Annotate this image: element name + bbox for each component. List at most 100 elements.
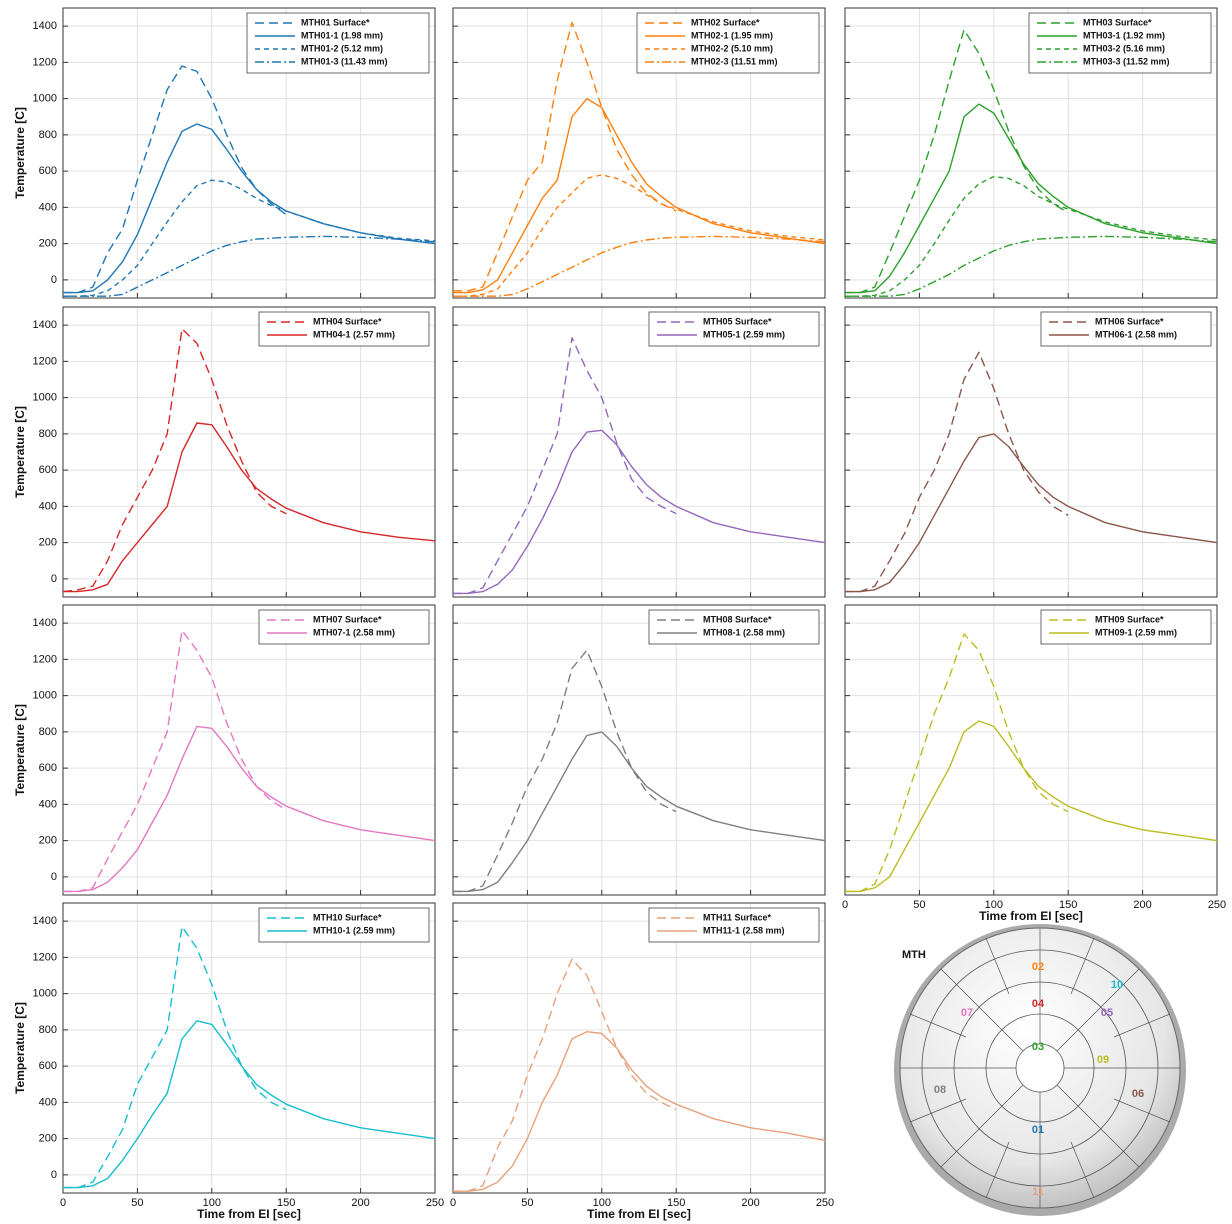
heatshield-diagram — [894, 924, 1186, 1216]
series-line — [845, 235, 1218, 297]
legend-label: MTH04 Surface* — [313, 316, 382, 326]
plot-area — [63, 307, 435, 597]
region-label: 01 — [1032, 1124, 1044, 1136]
y-tick-label: 1400 — [33, 915, 57, 927]
y-tick-label: 800 — [39, 428, 57, 440]
plot-area — [453, 307, 825, 597]
legend-label: MTH07-1 (2.58 mm) — [313, 627, 395, 637]
y-tick-label: 400 — [39, 500, 57, 512]
plot-frame — [452, 902, 826, 1194]
panel: MTH05 Surface* MTH05-1 (2.59 mm) — [452, 306, 826, 598]
series-line — [845, 351, 1069, 593]
region-label: 02 — [1032, 961, 1044, 973]
legend-label: MTH10 Surface* — [313, 912, 382, 922]
plot-frame — [452, 7, 826, 299]
y-tick-label: 1200 — [33, 355, 57, 367]
plot-frame — [62, 902, 436, 1194]
legend-box — [258, 311, 430, 347]
y-tick-label: 800 — [39, 726, 57, 738]
x-tick-label: 50 — [913, 899, 925, 911]
legend-label: MTH03-1 (1.92 mm) — [1083, 30, 1165, 40]
legend-label: MTH02 Surface* — [691, 17, 760, 27]
legend-label: MTH03 Surface* — [1083, 17, 1152, 27]
legend-box — [258, 907, 430, 943]
y-tick-label: 0 — [51, 1169, 57, 1181]
legend-box — [1040, 609, 1212, 645]
legend-label: MTH04-1 (2.57 mm) — [313, 329, 395, 339]
legend-label: MTH10-1 (2.59 mm) — [313, 925, 395, 935]
plot-frame — [452, 306, 826, 598]
y-tick-label: 0 — [51, 274, 57, 286]
legend-label: MTH11-1 (2.58 mm) — [703, 925, 785, 935]
y-tick-label: 400 — [39, 798, 57, 810]
legend-label: MTH03-3 (11.52 mm) — [1083, 56, 1170, 66]
legend-box — [258, 609, 430, 645]
series-line — [453, 649, 677, 893]
y-tick-label: 600 — [39, 1060, 57, 1072]
series-line — [63, 65, 287, 294]
legend-label: MTH09-1 (2.59 mm) — [1095, 627, 1177, 637]
y-tick-label: 1000 — [33, 392, 57, 404]
plot-area — [845, 605, 1217, 895]
plot-area — [453, 903, 825, 1193]
series-line — [453, 958, 677, 1192]
legend-label: MTH08-1 (2.58 mm) — [703, 627, 785, 637]
region-label: 04 — [1032, 998, 1045, 1010]
y-tick-label: 1400 — [33, 319, 57, 331]
plot-area — [63, 605, 435, 895]
plot-frame — [62, 7, 436, 299]
legend-label: MTH03-2 (5.16 mm) — [1083, 43, 1165, 53]
panel: 0 200 400 600 800 1000 1200 1400 Temperature [C]… — [13, 7, 436, 299]
x-tick-label: 0 — [450, 1197, 456, 1209]
y-axis-label: Temperature [C] — [13, 107, 27, 199]
x-axis-label: Time from EI [sec] — [197, 1207, 301, 1221]
y-tick-label: 200 — [39, 238, 57, 250]
series-line — [845, 175, 1218, 297]
y-tick-label: 800 — [39, 1024, 57, 1036]
y-tick-label: 1200 — [33, 951, 57, 963]
region-label: 05 — [1101, 1007, 1113, 1019]
series-line — [63, 925, 287, 1189]
legend-label: MTH11 Surface* — [703, 912, 772, 922]
legend-box — [648, 311, 820, 347]
legend-label: MTH01-1 (1.98 mm) — [301, 30, 383, 40]
legend-label: MTH02-1 (1.95 mm) — [691, 30, 773, 40]
y-tick-label: 1000 — [33, 93, 57, 105]
x-tick-label: 250 — [1208, 899, 1226, 911]
legend-label: MTH09 Surface* — [1095, 614, 1164, 624]
x-tick-label: 0 — [842, 899, 848, 911]
plot-frame — [844, 604, 1218, 896]
region-label: 06 — [1132, 1088, 1144, 1100]
legend-box — [648, 907, 820, 943]
x-tick-label: 200 — [741, 1197, 759, 1209]
legend-label: MTH02-3 (11.51 mm) — [691, 56, 778, 66]
x-tick-label: 0 — [60, 1197, 66, 1209]
series-line — [453, 21, 677, 292]
legend-label: MTH05 Surface* — [703, 316, 772, 326]
region-label: 07 — [961, 1007, 973, 1019]
panel: 0 200 400 600 800 1000 1200 1400 Temperature [C]… — [13, 604, 436, 896]
y-tick-label: 200 — [39, 835, 57, 847]
series-line — [63, 123, 436, 294]
plot-frame — [62, 604, 436, 896]
series-line — [845, 103, 1218, 294]
plot-area — [453, 605, 825, 895]
series-line — [63, 725, 436, 893]
legend-box — [1040, 311, 1212, 347]
series-line — [845, 29, 1069, 294]
legend-label: MTH01-2 (5.12 mm) — [301, 43, 383, 53]
x-tick-label: 150 — [1059, 899, 1077, 911]
series-line — [453, 429, 826, 595]
y-tick-label: 1000 — [33, 988, 57, 1000]
y-tick-label: 0 — [51, 871, 57, 883]
x-axis-label: Time from EI [sec] — [587, 1207, 691, 1221]
y-tick-label: 800 — [39, 129, 57, 141]
plot-area — [63, 903, 435, 1193]
y-tick-label: 1200 — [33, 56, 57, 68]
y-tick-label: 600 — [39, 165, 57, 177]
y-tick-label: 1200 — [33, 653, 57, 665]
region-label: 09 — [1097, 1054, 1109, 1066]
series-line — [63, 1020, 436, 1189]
